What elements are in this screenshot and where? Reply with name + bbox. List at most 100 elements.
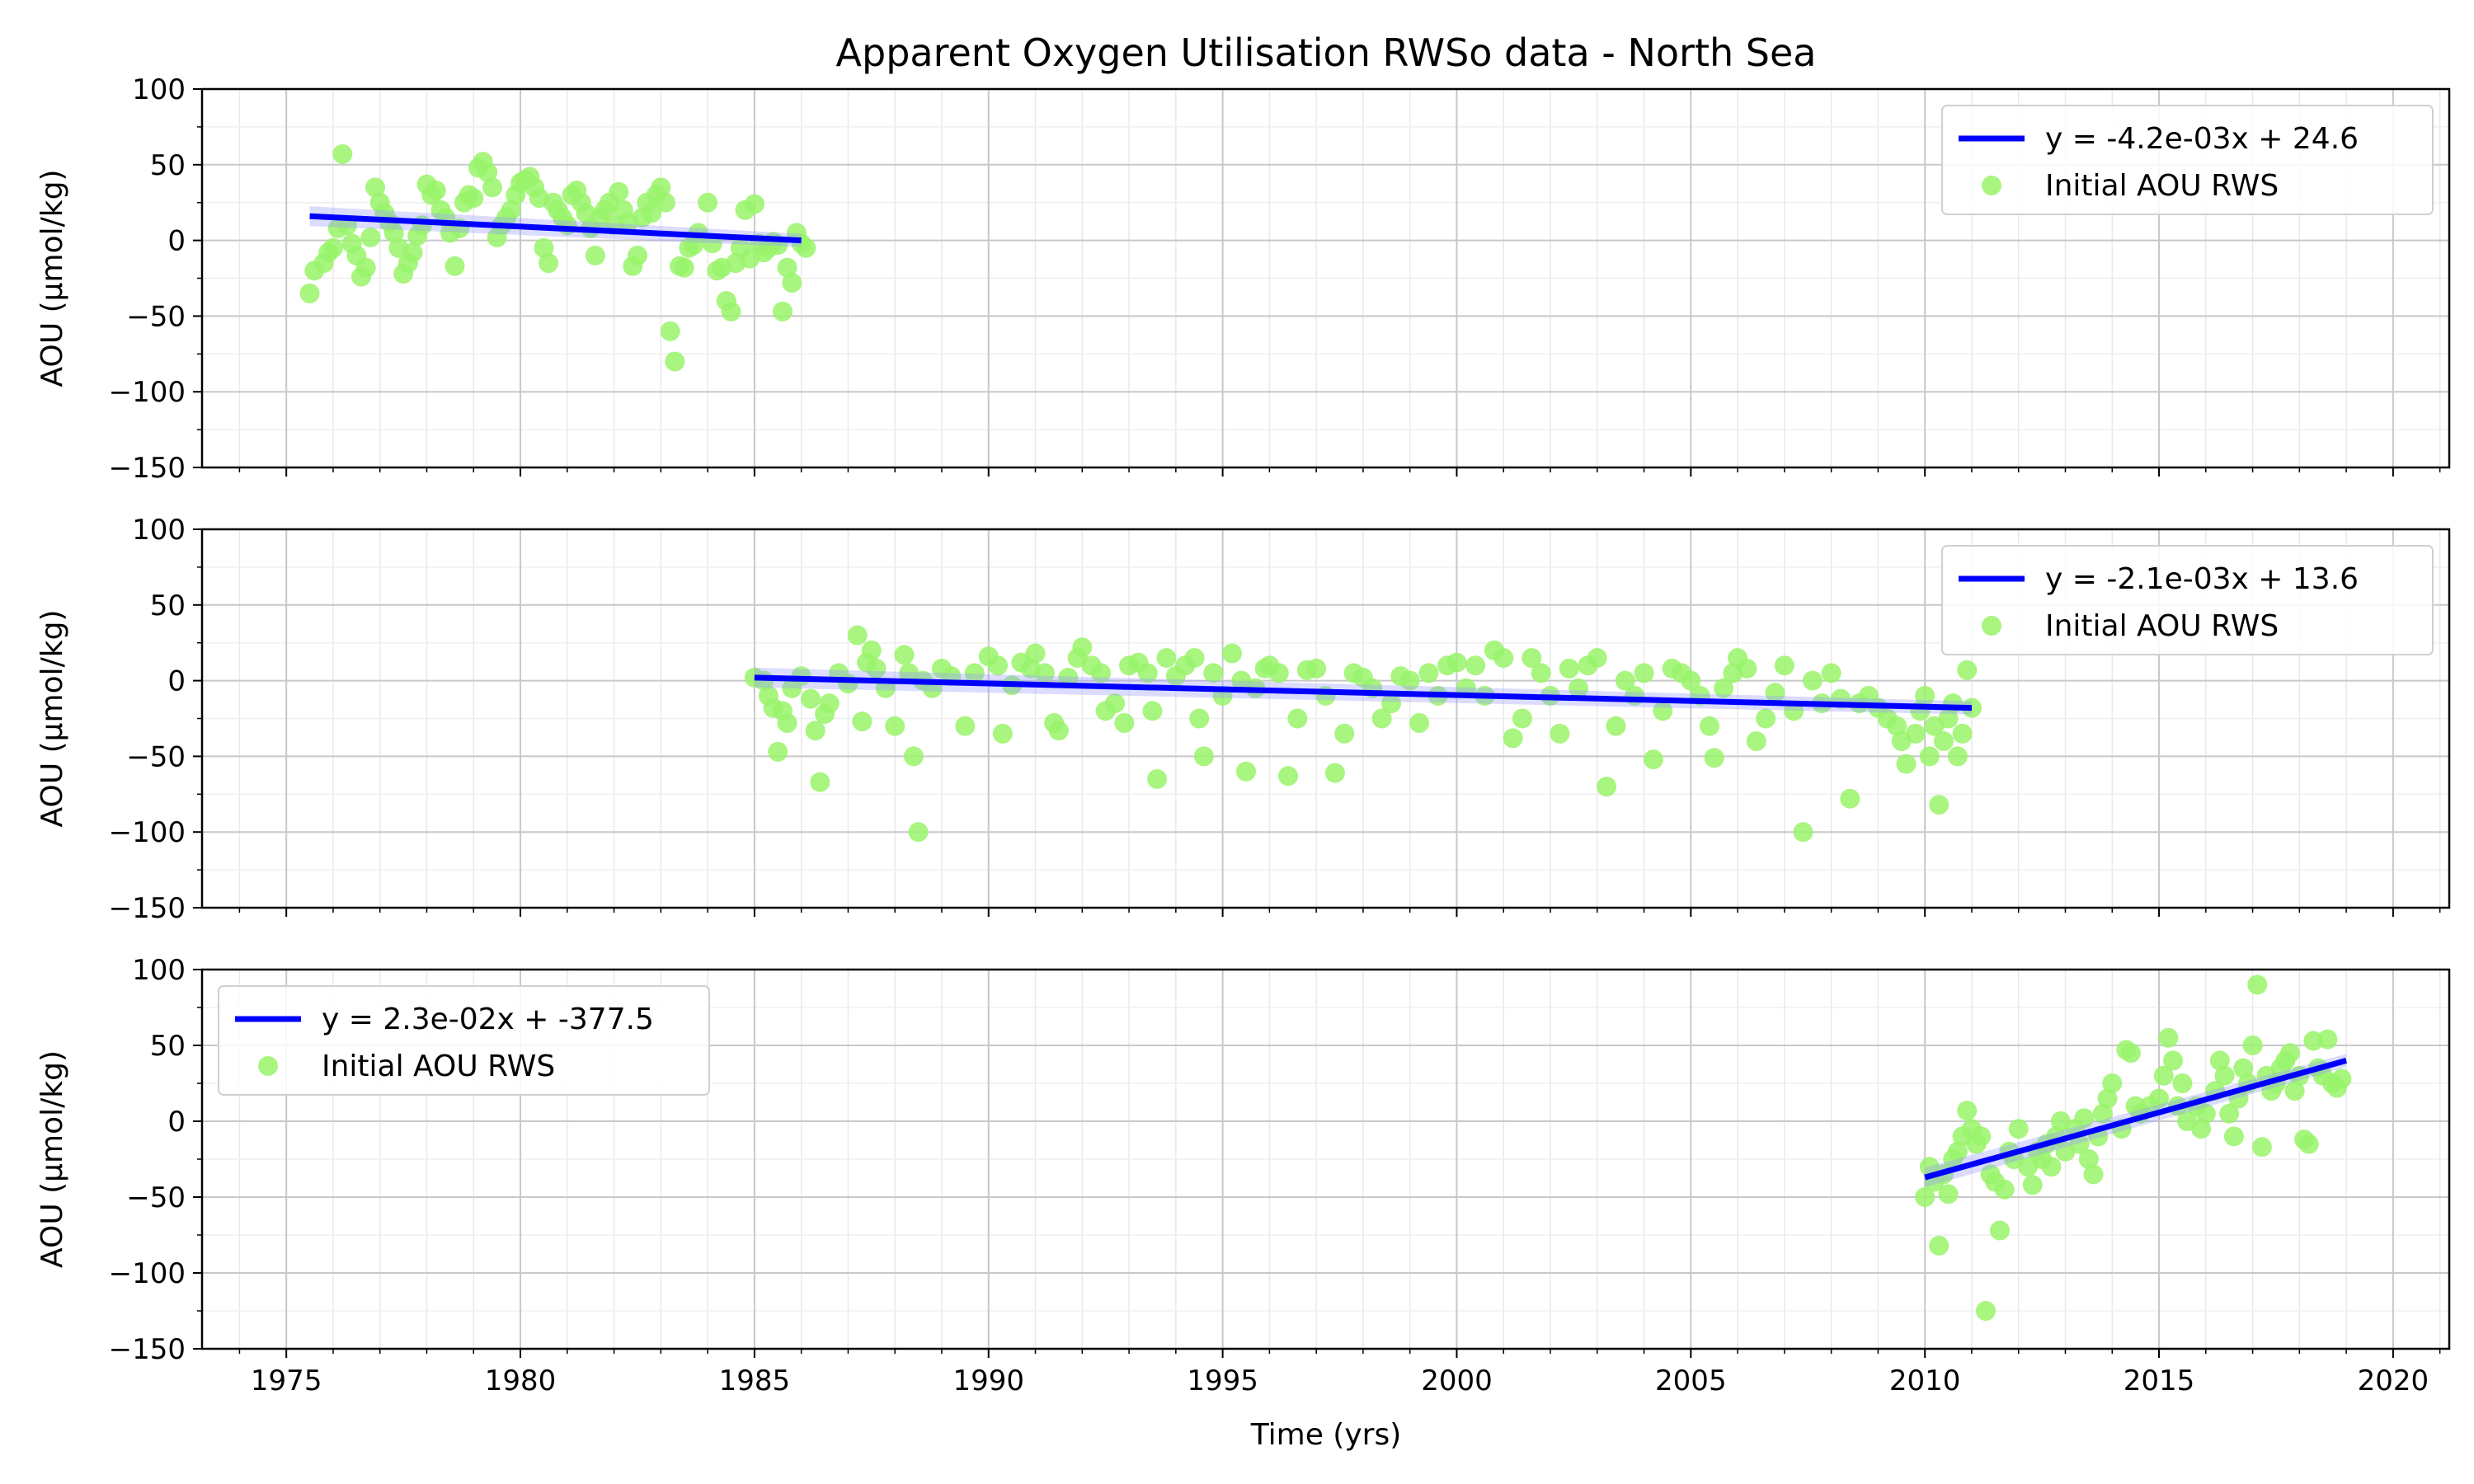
- data-point: [2092, 1103, 2113, 1124]
- legend-scatter-label: Initial AOU RWS: [322, 1050, 555, 1083]
- data-point: [2078, 1149, 2099, 1169]
- y-tick-label: 50: [150, 1030, 186, 1063]
- data-point: [1947, 1141, 1968, 1162]
- data-point: [1512, 708, 1532, 729]
- data-point: [656, 192, 676, 213]
- data-point: [903, 746, 924, 767]
- data-point: [2298, 1134, 2319, 1154]
- data-point: [1189, 708, 1210, 729]
- y-tick-label: −150: [109, 452, 186, 485]
- data-point: [383, 223, 404, 243]
- data-point: [2083, 1164, 2104, 1185]
- data-point: [1114, 713, 1135, 734]
- x-tick-label: 1990: [952, 1364, 1024, 1397]
- data-point: [651, 177, 671, 198]
- data-point: [1597, 777, 1617, 797]
- data-point: [1522, 648, 1542, 669]
- data-point: [1493, 648, 1514, 669]
- data-point: [819, 693, 840, 714]
- data-point: [1821, 663, 1841, 683]
- data-point: [1587, 648, 1607, 669]
- data-point: [1643, 749, 1663, 770]
- y-tick-label: 0: [167, 1106, 186, 1139]
- x-tick-label: 2010: [1889, 1364, 1961, 1397]
- data-point: [1025, 643, 1046, 664]
- data-point: [1306, 658, 1327, 679]
- legend-box: [218, 985, 710, 1096]
- data-point: [908, 822, 929, 843]
- data-point: [322, 237, 343, 258]
- y-tick-label: 100: [132, 954, 186, 987]
- data-point: [1503, 728, 1523, 749]
- data-point: [2214, 1065, 2235, 1086]
- data-point: [852, 711, 872, 732]
- data-point: [2195, 1103, 2216, 1124]
- x-tick-label: 2005: [1655, 1364, 1727, 1397]
- y-axis-label: AOU (µmol/kg): [35, 169, 69, 387]
- legend-scatter-label: Initial AOU RWS: [2045, 169, 2279, 203]
- data-point: [992, 723, 1013, 744]
- data-point: [402, 242, 423, 263]
- panel-2: −150 −100 −50 0 50 100 AOU (µmol/kg) y = -2.1e-…: [35, 514, 2451, 925]
- data-point: [1929, 1235, 1950, 1256]
- legend-fit-label: y = -2.1e-03x + 13.6: [2045, 562, 2359, 596]
- data-point: [1887, 716, 1907, 736]
- data-point: [1606, 716, 1626, 736]
- data-point: [1418, 663, 1439, 683]
- y-tick-label: 50: [150, 149, 186, 182]
- x-tick-label: 1980: [485, 1364, 557, 1397]
- data-point: [1765, 683, 1785, 703]
- legend-fit-label: y = 2.3e-02x + -377.5: [322, 1003, 654, 1036]
- y-axis-label: AOU (µmol/kg): [35, 609, 69, 827]
- data-point: [2102, 1073, 2123, 1093]
- data-point: [2219, 1103, 2240, 1124]
- data-point: [1915, 1187, 1935, 1207]
- y-tick-label: −150: [109, 892, 186, 925]
- data-point: [866, 658, 887, 679]
- data-point: [1957, 660, 1978, 680]
- data-point: [1615, 670, 1635, 691]
- data-point: [477, 162, 498, 182]
- legend-scatter-label: Initial AOU RWS: [2045, 609, 2279, 643]
- data-point: [1399, 670, 1420, 691]
- data-point: [1929, 795, 1950, 815]
- data-point: [2158, 1027, 2179, 1048]
- data-point: [2251, 1137, 2272, 1158]
- data-point: [1072, 637, 1093, 658]
- data-point: [777, 257, 797, 278]
- data-point: [2317, 1029, 2338, 1050]
- x-axis-label: Time (yrs): [1250, 1418, 1402, 1452]
- data-point: [2074, 1108, 2095, 1129]
- data-point: [1634, 663, 1654, 683]
- data-point: [2149, 1088, 2170, 1109]
- chart-title: Apparent Oxygen Utilisation RWSo data - …: [836, 31, 1817, 75]
- data-point: [1142, 701, 1163, 721]
- data-point: [1048, 721, 1069, 741]
- data-point: [768, 741, 788, 762]
- data-point: [1203, 663, 1224, 683]
- panels-group: −150 −100 −50 0 50 100 AOU (µmol/kg) y = -4.2e-…: [35, 73, 2451, 1397]
- data-point: [1938, 708, 1959, 729]
- data-point: [1704, 748, 1724, 768]
- y-axis-label: AOU (µmol/kg): [35, 1050, 69, 1268]
- data-point: [355, 257, 376, 278]
- data-point: [2069, 1134, 2090, 1154]
- data-point: [698, 192, 718, 213]
- data-point: [2022, 1175, 2043, 1195]
- data-point: [1933, 731, 1954, 752]
- y-tick-label: 100: [132, 514, 186, 547]
- data-point: [1746, 731, 1766, 752]
- y-tick-label: 100: [132, 73, 186, 106]
- y-tick-label: −50: [126, 1181, 186, 1214]
- data-point: [539, 253, 559, 274]
- data-point: [1147, 768, 1168, 789]
- data-point: [777, 713, 797, 734]
- data-point: [299, 283, 320, 303]
- data-point: [1034, 663, 1055, 683]
- fit-line: [754, 674, 1973, 711]
- data-point: [1446, 652, 1467, 673]
- y-tick-label: −100: [109, 376, 186, 409]
- panel-3: 1975 1980 1985 1990 1995 2000 2005 2010 2015 2020…: [35, 954, 2451, 1397]
- data-point: [955, 716, 976, 736]
- x-tick-label: 2000: [1421, 1364, 1493, 1397]
